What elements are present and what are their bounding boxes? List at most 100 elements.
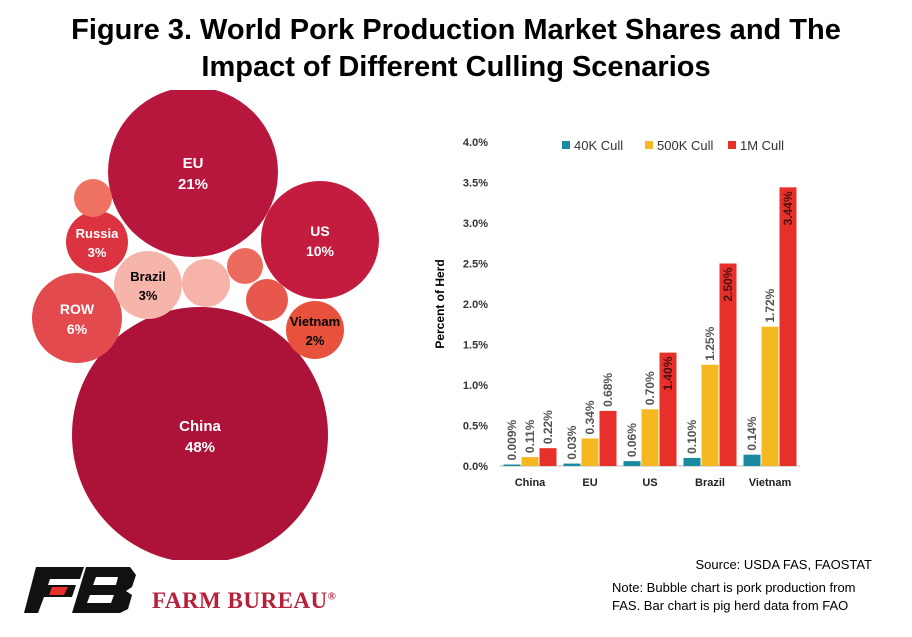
bar-40k-cull — [503, 464, 521, 466]
bar-500k-cull — [761, 326, 779, 466]
y-tick-label: 1.5% — [463, 340, 488, 352]
bubble-label: US — [310, 223, 329, 239]
bar-1m-cull — [599, 410, 617, 466]
legend-item: 40K Cull — [562, 138, 623, 153]
bubble-label: China — [179, 418, 221, 435]
bubble-unlabeled-10 — [246, 279, 288, 321]
y-axis-label: Percent of Herd — [433, 259, 447, 348]
bar-40k-cull — [623, 461, 641, 466]
legend-label: 40K Cull — [574, 138, 623, 153]
x-tick-label: Brazil — [695, 477, 725, 489]
bubble-china: China 48% — [72, 307, 328, 560]
bubble-brazil: Brazil 3% — [114, 251, 182, 319]
bubble-circle — [286, 301, 344, 359]
farm-bureau-logo-icon — [24, 567, 136, 613]
bar-chart: Percent of Herd 0.0% 0.5% 1.0% 1.5% 2.0% 2.5% 3… — [433, 137, 800, 489]
bar-500k-cull — [701, 364, 719, 466]
data-label: 0.70% — [643, 371, 657, 405]
bar-1m-cull — [539, 448, 557, 466]
bubble-value: 10% — [306, 243, 335, 259]
bar-1m-cull — [779, 187, 797, 467]
data-label: 3.44% — [781, 191, 795, 225]
bubble-circle — [246, 279, 288, 321]
bubble-value: 3% — [88, 245, 107, 260]
bubble-russia: Russia 3% — [66, 211, 128, 273]
data-note: Note: Bubble chart is pork production fr… — [612, 579, 872, 615]
data-label: 1.40% — [661, 356, 675, 390]
bubble-eu: EU 21% — [108, 90, 278, 257]
legend-label: 1M Cull — [740, 138, 784, 153]
data-label: 0.68% — [601, 373, 615, 407]
source-note: Source: USDA FAS, FAOSTAT — [695, 557, 872, 572]
bubble-value: 6% — [67, 321, 88, 337]
data-label: 0.11% — [523, 419, 537, 453]
legend-item: 500K Cull — [645, 138, 713, 153]
bubble-circle — [261, 181, 379, 299]
bar-500k-cull — [581, 438, 599, 466]
data-label: 2.50% — [721, 267, 735, 301]
bubble-value: 48% — [185, 439, 215, 456]
data-label: 0.009% — [505, 419, 519, 460]
bubble-label: EU — [183, 155, 204, 172]
bubble-value: 3% — [139, 288, 158, 303]
bubble-vietnam: Vietnam 2% — [286, 301, 344, 359]
y-tick-label: 0.0% — [463, 461, 488, 473]
bubble-circle — [72, 307, 328, 560]
bubble-unlabeled-7 — [74, 179, 112, 217]
bubble-value: 2% — [306, 333, 325, 348]
bubble-circle — [108, 90, 278, 257]
legend-item: 1M Cull — [728, 138, 784, 153]
y-tick-label: 0.5% — [463, 421, 488, 433]
bubble-label: Russia — [76, 226, 119, 241]
y-tick-label: 4.0% — [463, 137, 488, 149]
legend-swatch — [562, 141, 570, 149]
registered-mark: ® — [327, 590, 337, 603]
bubble-chart: China 48% EU 21% US 10% ROW 6% Russia 3% Brazil 3% V… — [32, 90, 379, 560]
bubble-label: ROW — [60, 301, 95, 317]
data-label: 0.22% — [541, 410, 555, 444]
data-label: 1.25% — [703, 326, 717, 360]
legend-swatch — [728, 141, 736, 149]
y-tick-label: 2.5% — [463, 259, 488, 271]
data-label: 0.14% — [745, 416, 759, 450]
bubble-circle — [74, 179, 112, 217]
x-tick-label: EU — [582, 477, 597, 489]
bubble-circle — [227, 248, 263, 284]
bubble-label: Vietnam — [290, 314, 340, 329]
bubble-label: Brazil — [130, 269, 165, 284]
y-tick-label: 3.0% — [463, 218, 488, 230]
bar-40k-cull — [683, 457, 701, 466]
bubble-circle — [66, 211, 128, 273]
data-label: 1.72% — [763, 288, 777, 322]
y-tick-label: 2.0% — [463, 299, 488, 311]
x-tick-label: US — [642, 477, 657, 489]
bar-500k-cull — [641, 409, 659, 466]
wordmark-text: FARM BUREAU — [152, 588, 328, 613]
chart-title: Figure 3. World Pork Production Market S… — [0, 12, 912, 86]
title-line-2: Impact of Different Culling Scenarios — [201, 51, 711, 83]
bar-40k-cull — [563, 463, 581, 466]
x-tick-label: Vietnam — [749, 477, 792, 489]
data-label: 0.34% — [583, 400, 597, 434]
data-label: 0.10% — [685, 420, 699, 454]
bar-1m-cull — [719, 263, 737, 466]
legend-label: 500K Cull — [657, 138, 713, 153]
bubble-circle — [32, 273, 122, 363]
bubble-us: US 10% — [261, 181, 379, 299]
bar-500k-cull — [521, 457, 539, 466]
farm-bureau-wordmark: FARM BUREAU® — [152, 588, 336, 614]
y-tick-label: 1.0% — [463, 380, 488, 392]
x-tick-label: China — [515, 477, 546, 489]
y-tick-label: 3.5% — [463, 178, 488, 190]
bubble-circle — [114, 251, 182, 319]
bubble-row: ROW 6% — [32, 273, 122, 363]
data-note-line-2: FAS. Bar chart is pig herd data from FAO — [612, 598, 849, 613]
bubble-unlabeled-8 — [182, 259, 230, 307]
bubble-unlabeled-9 — [227, 248, 263, 284]
legend-swatch — [645, 141, 653, 149]
bar-40k-cull — [743, 454, 761, 466]
data-note-line-1: Note: Bubble chart is pork production fr… — [612, 580, 856, 595]
bubble-value: 21% — [178, 176, 208, 193]
bar-1m-cull — [659, 352, 677, 466]
data-label: 0.03% — [565, 425, 579, 459]
